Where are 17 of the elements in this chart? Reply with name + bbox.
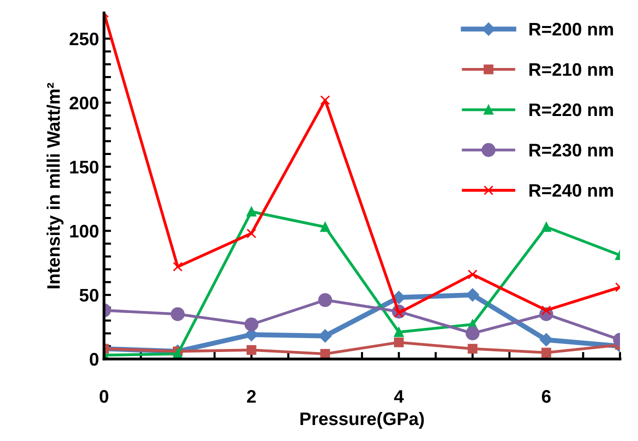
x-tick-label: 6: [542, 390, 551, 403]
y-tick-label: 150: [70, 160, 98, 174]
x-axis-title: Pressure(GPa): [300, 412, 424, 429]
legend-label: R=210 nm: [529, 63, 613, 76]
legend-label: R=220 nm: [529, 103, 613, 116]
x-tick-label: 2: [247, 390, 256, 403]
y-tick-label: 200: [70, 96, 98, 110]
y-tick-label: 0: [90, 352, 98, 366]
x-tick-label: 4: [394, 390, 404, 403]
y-tick-label: 100: [70, 224, 98, 238]
x-tick-label: 0: [100, 390, 108, 403]
legend-label: R=200 nm: [529, 22, 613, 36]
y-axis-title: Intensity in milli Watt/m²: [46, 82, 64, 288]
y-tick-label: 50: [80, 288, 98, 302]
legend-label: R=240 nm: [529, 184, 613, 197]
y-tick-label: 250: [70, 32, 98, 46]
legend-label: R=230 nm: [529, 144, 613, 157]
